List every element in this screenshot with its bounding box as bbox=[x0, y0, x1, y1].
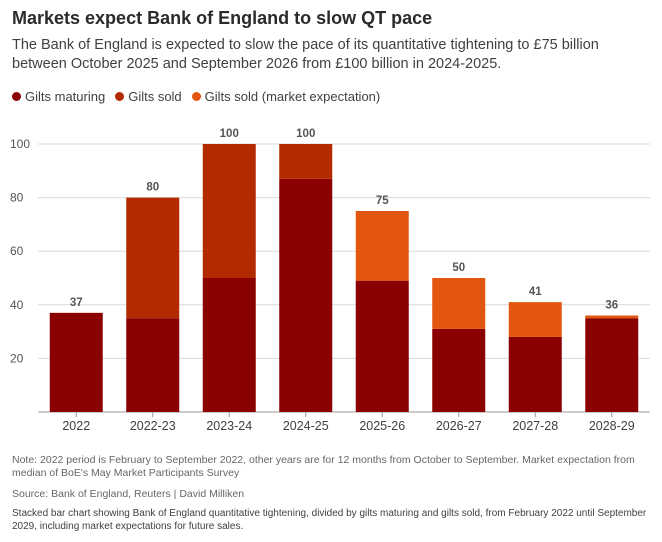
legend-swatch-gilts-sold bbox=[115, 92, 125, 101]
legend-swatch-gilts-maturing bbox=[12, 92, 21, 101]
legend-item-gilts-sold: Gilts sold bbox=[115, 89, 182, 104]
bar-2023-24-gilts-maturing bbox=[202, 278, 256, 412]
bar-2022-23-gilts-maturing bbox=[126, 318, 180, 412]
total-label-2023-24: 100 bbox=[220, 128, 239, 140]
total-label-2022-23: 80 bbox=[146, 182, 159, 194]
bar-2023-24-gilts-sold bbox=[202, 144, 256, 278]
bar-2025-26-gilts-sold-market-expectation bbox=[355, 211, 409, 281]
x-tick-label-2028-29: 2028-29 bbox=[589, 419, 635, 433]
legend-item-gilts-sold-expectation: Gilts sold (market expectation) bbox=[191, 89, 381, 104]
bar-2022-gilts-maturing bbox=[49, 312, 103, 412]
y-tick-label-60: 60 bbox=[10, 244, 24, 258]
x-tick-label-2027-28: 2027-28 bbox=[512, 419, 558, 433]
y-tick-label-40: 40 bbox=[10, 298, 24, 312]
x-tick-label-2023-24: 2023-24 bbox=[206, 419, 252, 433]
bar-2028-29-gilts-sold-market-expectation bbox=[585, 315, 639, 319]
x-tick-label-2025-26: 2025-26 bbox=[359, 419, 405, 433]
legend-label-gilts-sold: Gilts sold bbox=[128, 89, 182, 104]
y-tick-label-80: 80 bbox=[10, 191, 24, 205]
total-label-2026-27: 50 bbox=[452, 262, 465, 274]
x-tick-label-2022: 2022 bbox=[62, 419, 90, 433]
x-tick-label-2022-23: 2022-23 bbox=[130, 419, 176, 433]
y-tick-label-100: 100 bbox=[10, 137, 30, 151]
stacked-bar-chart: 20 40 60 80 100 37 2022 80 2022-23 100 2023-24 100 2… bbox=[10, 128, 650, 433]
legend-label-gilts-maturing: Gilts maturing bbox=[25, 89, 106, 104]
chart-description: Stacked bar chart showing Bank of Englan… bbox=[12, 508, 647, 532]
total-label-2028-29: 36 bbox=[605, 300, 618, 312]
bar-2026-27-gilts-sold-market-expectation bbox=[432, 278, 486, 329]
legend-item-gilts-maturing: Gilts maturing bbox=[12, 89, 105, 104]
total-label-2022: 37 bbox=[70, 297, 83, 309]
chart-source: Source: Bank of England, Reuters | David… bbox=[12, 488, 245, 500]
bar-2024-25-gilts-sold bbox=[279, 144, 333, 179]
bar-2028-29-gilts-maturing bbox=[585, 318, 639, 412]
bar-2025-26-gilts-maturing bbox=[355, 280, 409, 412]
legend-label-gilts-sold-expectation: Gilts sold (market expectation) bbox=[204, 89, 381, 104]
total-label-2027-28: 41 bbox=[529, 286, 542, 298]
legend: Gilts maturing Gilts sold Gilts sold (ma… bbox=[12, 89, 380, 104]
x-tick-label-2026-27: 2026-27 bbox=[436, 419, 482, 433]
total-label-2024-25: 100 bbox=[296, 128, 315, 140]
y-tick-label-20: 20 bbox=[10, 351, 24, 365]
chart-subtitle: The Bank of England is expected to slow … bbox=[12, 37, 599, 72]
bar-2027-28-gilts-sold-market-expectation bbox=[508, 302, 562, 337]
bar-2024-25-gilts-maturing bbox=[279, 178, 333, 412]
bar-2022-23-gilts-sold bbox=[126, 197, 180, 319]
bar-2027-28-gilts-maturing bbox=[508, 336, 562, 412]
legend-swatch-gilts-sold-expectation bbox=[191, 92, 201, 101]
x-tick-label-2024-25: 2024-25 bbox=[283, 419, 329, 433]
chart-title: Markets expect Bank of England to slow Q… bbox=[12, 8, 433, 28]
total-label-2025-26: 75 bbox=[376, 195, 389, 207]
bar-2026-27-gilts-maturing bbox=[432, 328, 486, 412]
chart-note: Note: 2022 period is February to Septemb… bbox=[12, 454, 635, 479]
